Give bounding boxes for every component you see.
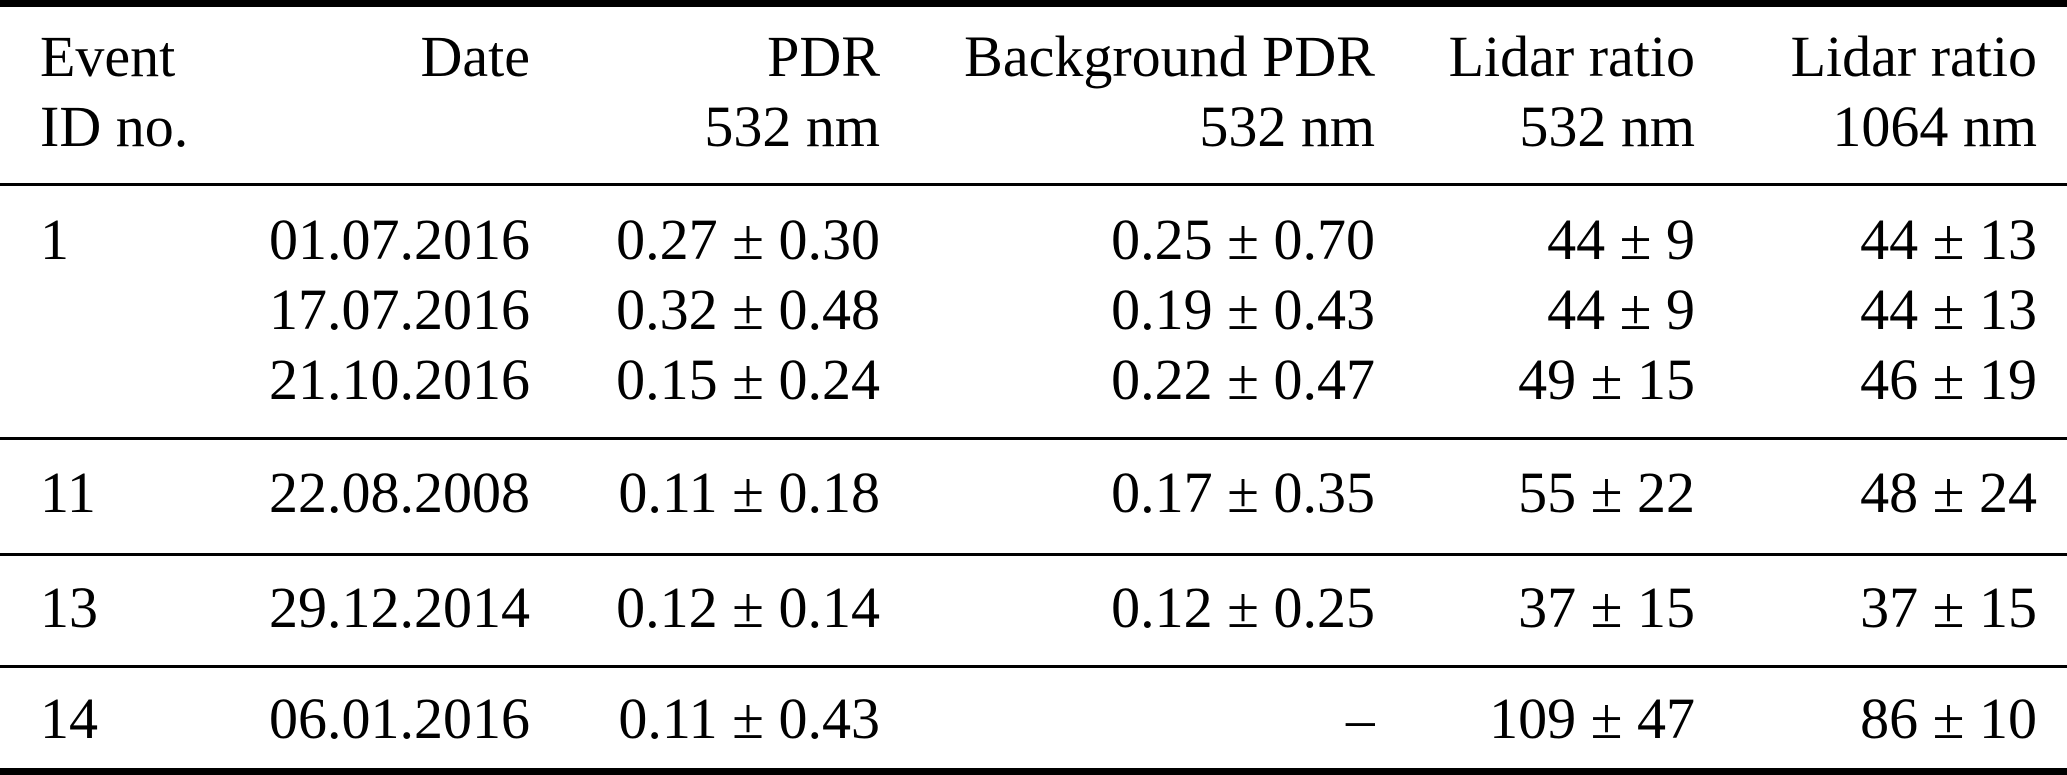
cell-lidar-ratio-1064: 44 ± 13 [1860, 207, 2037, 272]
cell-lidar-ratio-532: 49 ± 15 [1375, 345, 1695, 440]
header-line: 532 nm [1199, 94, 1375, 159]
row-group-event-13: 13 29.12.2014 0.12 ± 0.14 0.12 ± 0.25 37… [0, 554, 2067, 668]
cell-lidar-ratio-1064: 37 ± 15 [1695, 554, 2067, 668]
row-group-event-14: 14 06.01.2016 0.11 ± 0.43 – 109 ± 47 86 … [0, 667, 2067, 772]
cell-lidar-ratio-532: 44 ± 9 [1547, 277, 1695, 342]
header-line: Event [40, 24, 176, 89]
cell-pdr-532: 0.15 ± 0.24 [530, 345, 880, 440]
column-header-lidar-ratio-532: Lidar ratio 532 nm [1375, 3, 1695, 186]
cell-lidar-ratio-532: 44 ± 9 [1547, 207, 1695, 272]
cell-background-pdr-532: 0.12 ± 0.25 [880, 554, 1375, 668]
table-row: 21.10.2016 0.15 ± 0.24 0.22 ± 0.47 49 ± … [0, 345, 2067, 440]
column-header-event-id: Event ID no. [0, 3, 230, 186]
cell-lidar-ratio-532: 55 ± 22 [1375, 438, 1695, 556]
cell-date: 29.12.2014 [230, 554, 530, 668]
cell-event-id: 1 [40, 207, 69, 272]
cell-date: 17.07.2016 [269, 277, 530, 342]
header-line: 532 nm [1519, 94, 1695, 159]
cell-lidar-ratio-532: 109 ± 47 [1489, 686, 1695, 751]
cell-event-id: 11 [0, 438, 230, 556]
cell-pdr-532: 0.12 ± 0.14 [530, 554, 880, 668]
cell-pdr-532: 0.11 ± 0.18 [530, 438, 880, 556]
header-row: Event ID no. Date PDR 532 nm Background … [0, 3, 2067, 186]
row-group-event-1: 1 01.07.2016 0.27 ± 0.30 0.25 ± 0.70 44 … [0, 185, 2067, 440]
header-line: 532 nm [704, 94, 880, 159]
cell-event-id: 14 [40, 686, 98, 751]
table-row: 11 22.08.2008 0.11 ± 0.18 0.17 ± 0.35 55… [0, 438, 2067, 556]
table-header: Event ID no. Date PDR 532 nm Background … [0, 3, 2067, 186]
cell-event-id [0, 275, 230, 345]
cell-event-id [0, 345, 230, 440]
cell-lidar-ratio-1064: 44 ± 13 [1860, 277, 2037, 342]
cell-date: 21.10.2016 [230, 345, 530, 440]
table-row: 17.07.2016 0.32 ± 0.48 0.19 ± 0.43 44 ± … [0, 275, 2067, 345]
table-row: 13 29.12.2014 0.12 ± 0.14 0.12 ± 0.25 37… [0, 554, 2067, 668]
cell-pdr-532: 0.27 ± 0.30 [616, 207, 880, 272]
cell-lidar-ratio-532: 37 ± 15 [1375, 554, 1695, 668]
cell-pdr-532: 0.32 ± 0.48 [616, 277, 880, 342]
cell-date: 22.08.2008 [230, 438, 530, 556]
column-header-lidar-ratio-1064: Lidar ratio 1064 nm [1695, 3, 2067, 186]
cell-date: 01.07.2016 [269, 207, 530, 272]
header-line: ID no. [40, 94, 189, 159]
row-group-event-11: 11 22.08.2008 0.11 ± 0.18 0.17 ± 0.35 55… [0, 438, 2067, 556]
header-line: 1064 nm [1832, 94, 2037, 159]
cell-background-pdr-532: 0.25 ± 0.70 [1111, 207, 1375, 272]
table-row: 14 06.01.2016 0.11 ± 0.43 – 109 ± 47 86 … [0, 667, 2067, 772]
cell-lidar-ratio-1064: 46 ± 19 [1695, 345, 2067, 440]
column-header-background-pdr-532: Background PDR 532 nm [880, 3, 1375, 186]
cell-background-pdr-532: 0.22 ± 0.47 [880, 345, 1375, 440]
cell-event-id: 13 [0, 554, 230, 668]
header-line: Lidar ratio [1448, 24, 1695, 89]
cell-background-pdr-532: 0.19 ± 0.43 [1111, 277, 1375, 342]
header-line: Date [420, 24, 531, 89]
cell-background-pdr-532: 0.17 ± 0.35 [880, 438, 1375, 556]
cell-date: 06.01.2016 [269, 686, 530, 751]
cell-lidar-ratio-1064: 86 ± 10 [1860, 686, 2037, 751]
header-line [230, 92, 530, 162]
cell-pdr-532: 0.11 ± 0.43 [618, 686, 880, 751]
column-header-date: Date [230, 3, 531, 186]
header-line: PDR [767, 24, 880, 89]
cell-background-pdr-532: – [1346, 686, 1375, 751]
cell-lidar-ratio-1064: 48 ± 24 [1695, 438, 2067, 556]
header-line: Lidar ratio [1790, 24, 2037, 89]
table-row: 1 01.07.2016 0.27 ± 0.30 0.25 ± 0.70 44 … [0, 185, 2067, 276]
header-line: Background PDR [964, 24, 1375, 89]
column-header-pdr-532: PDR 532 nm [530, 3, 880, 186]
